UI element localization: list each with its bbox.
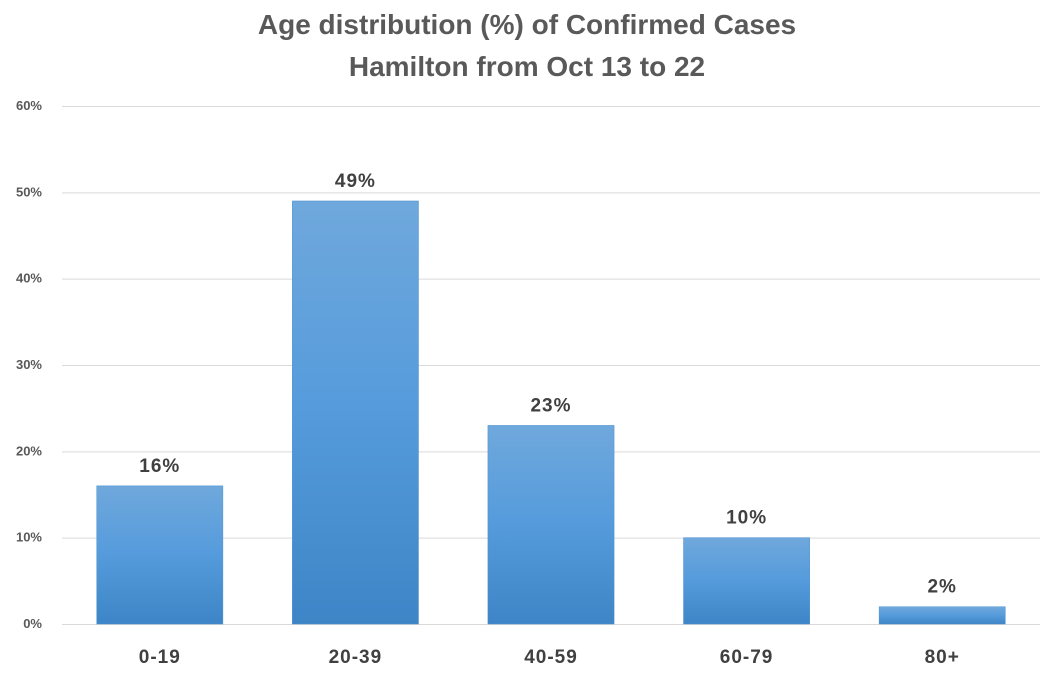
x-tick-label: 20-39 (329, 647, 383, 668)
y-tick-label: 20% (16, 443, 42, 458)
y-axis-ticks: 0% 10% 20% 30% 40% 50% 60% (16, 98, 42, 631)
y-tick-label: 60% (16, 98, 42, 113)
chart-subtitle: Hamilton from Oct 13 to 22 (349, 51, 705, 82)
bar-0-19 (96, 485, 224, 625)
y-tick-label: 0% (23, 616, 42, 631)
y-tick-label: 40% (16, 271, 42, 286)
x-tick-label: 60-79 (720, 647, 774, 668)
x-tick-label: 40-59 (524, 647, 578, 668)
bar-20-39 (292, 200, 419, 625)
y-tick-label: 30% (16, 357, 42, 372)
bar-60-79 (683, 537, 810, 625)
data-label: 2% (927, 577, 956, 598)
bars (96, 200, 1006, 625)
bar-80+ (878, 606, 1006, 625)
x-tick-label: 80+ (925, 647, 960, 668)
data-label: 23% (530, 395, 571, 416)
y-tick-label: 50% (16, 184, 42, 199)
data-label: 49% (335, 171, 376, 192)
bar-40-59 (487, 425, 615, 625)
y-tick-label: 10% (16, 530, 42, 545)
data-labels: 16% 49% 23% 10% 2% (139, 171, 956, 598)
data-label: 16% (139, 456, 180, 477)
chart-title: Age distribution (%) of Confirmed Cases (258, 9, 796, 40)
x-axis-ticks: 0-19 20-39 40-59 60-79 80+ (139, 647, 960, 668)
x-tick-label: 0-19 (139, 647, 181, 668)
data-label: 10% (726, 508, 767, 529)
